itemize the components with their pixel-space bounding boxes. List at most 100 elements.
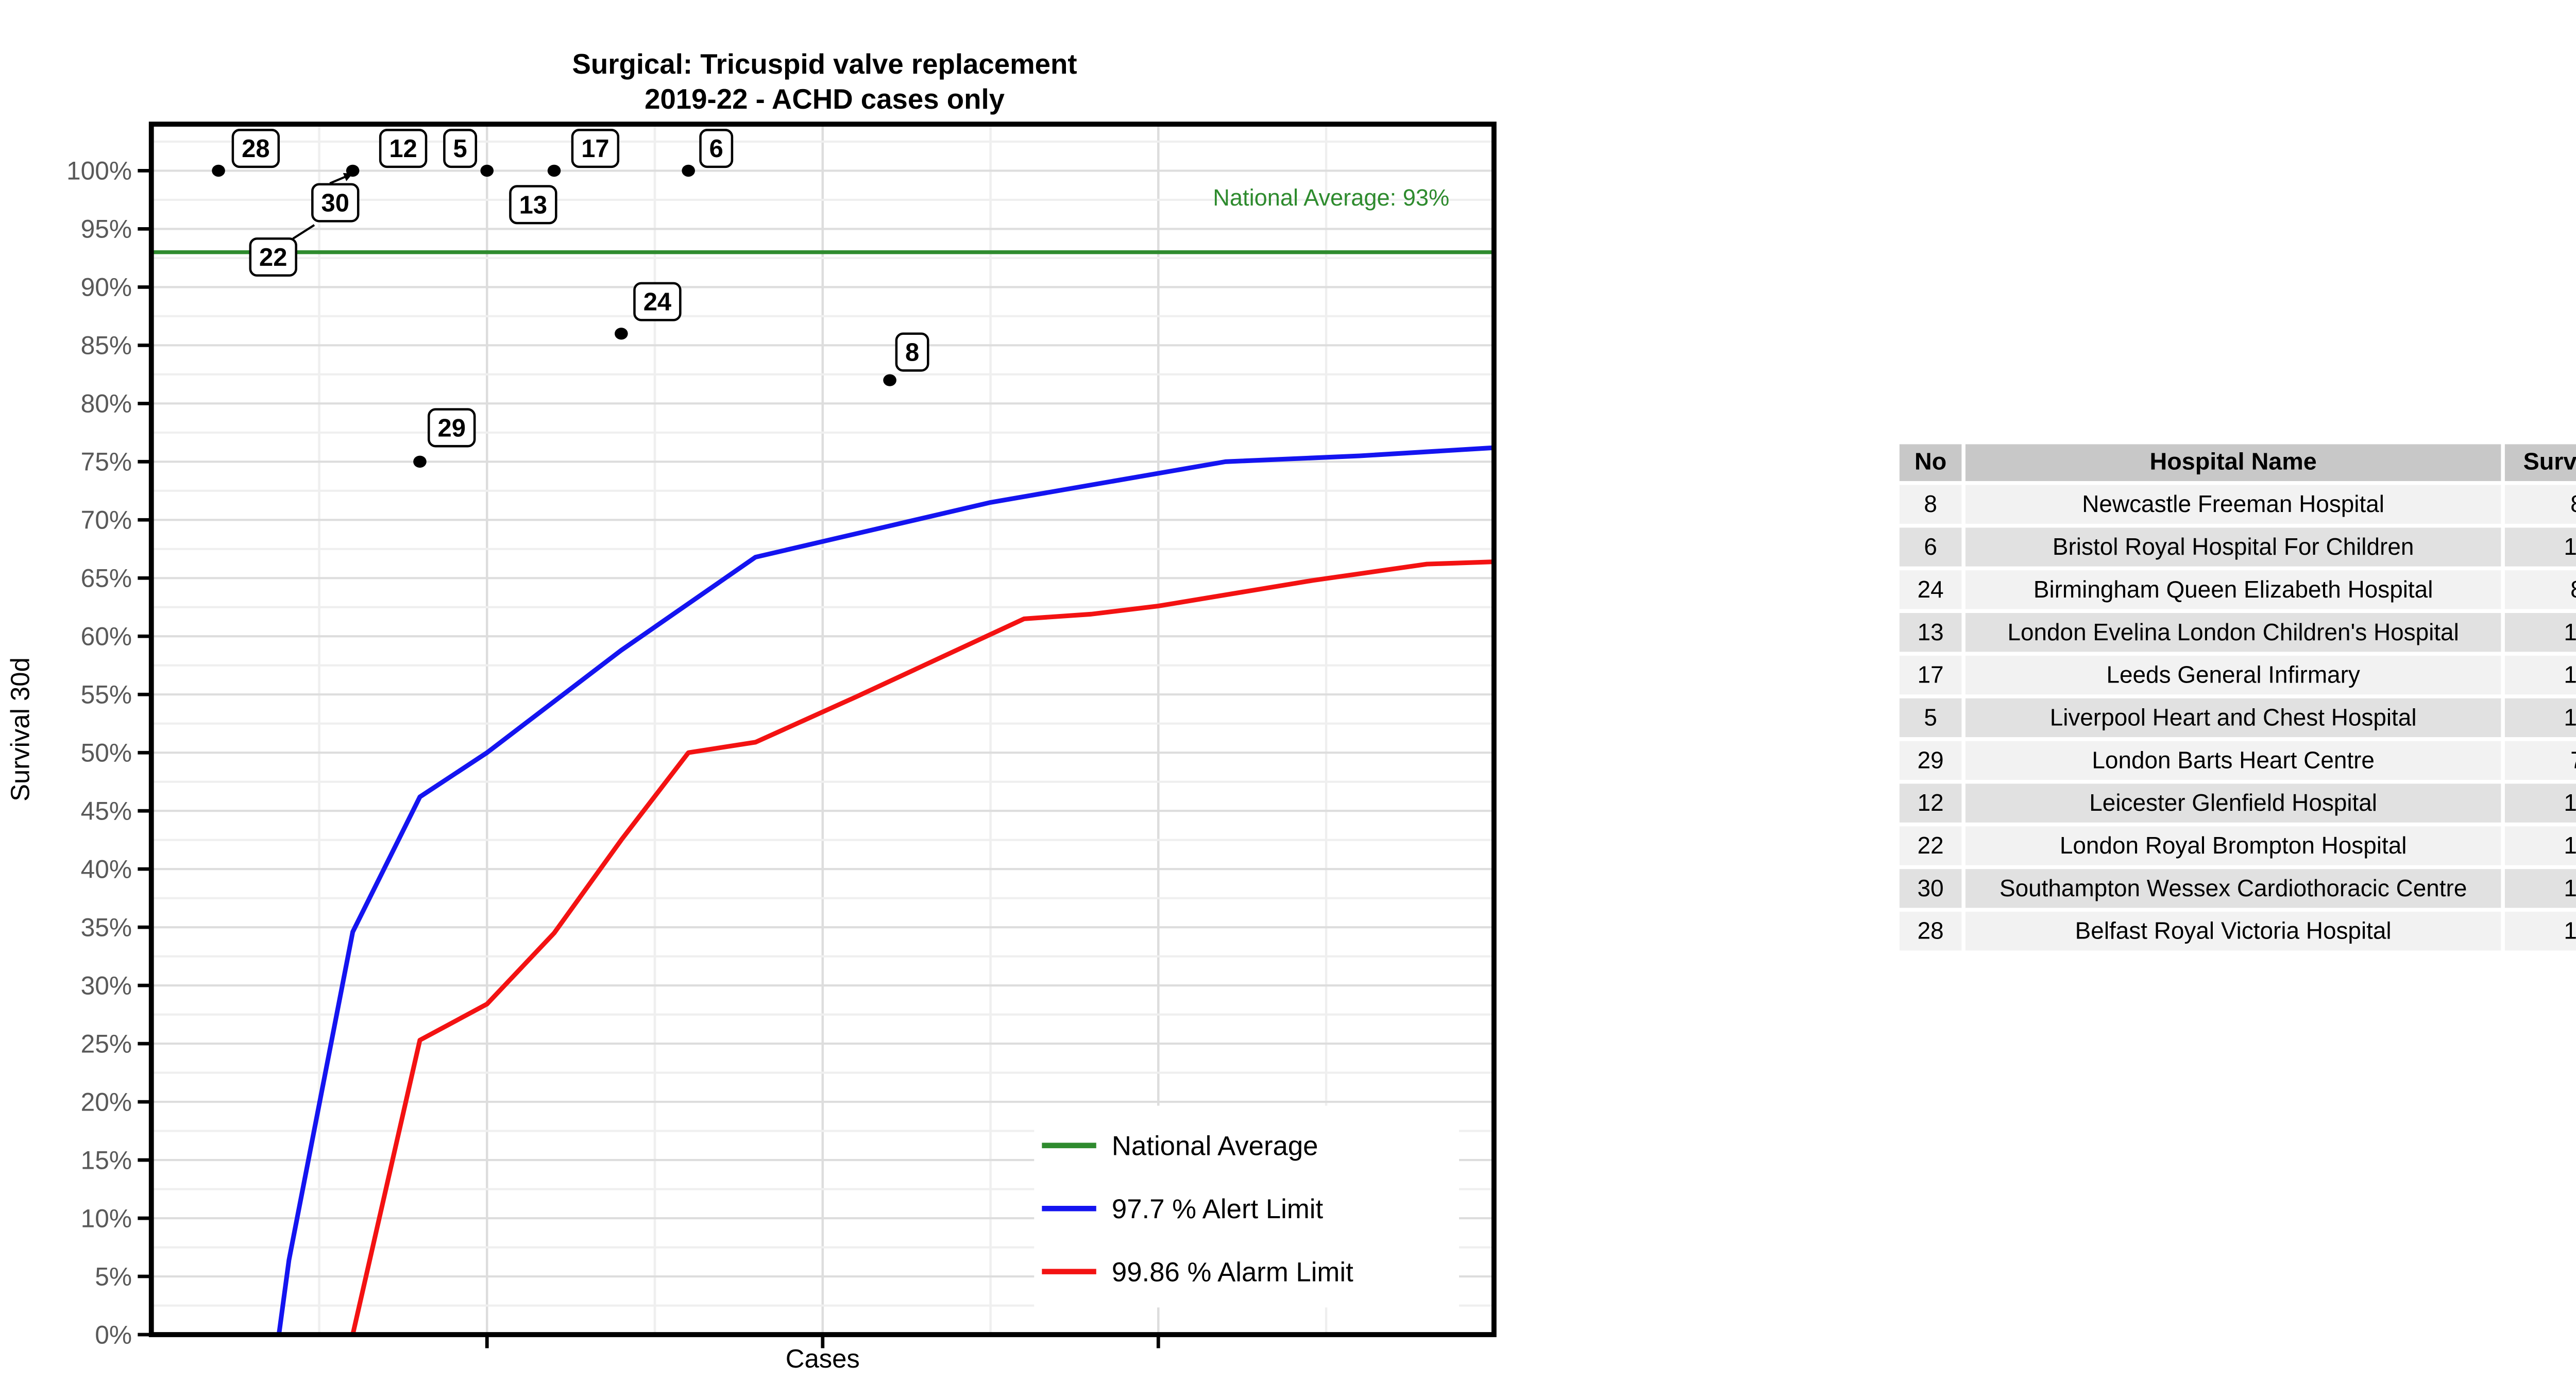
cell-hospital: Leicester Glenfield Hospital — [1965, 783, 2501, 823]
point-label: 5 — [453, 135, 467, 163]
survival-funnel-chart: 28 12 5 17 6 13 30 22 24 8 29 100% 95% 90% 85% 80% 75% 70… — [5, 48, 1497, 1373]
y-tick-label: 0% — [95, 1320, 132, 1349]
y-tick-label: 65% — [81, 564, 132, 593]
cell-no: 5 — [1899, 698, 1962, 738]
legend-label-national-average: National Average — [1112, 1131, 1318, 1162]
data-point — [682, 164, 695, 177]
point-label: 22 — [259, 244, 287, 271]
header-survival: Survival 30d — [2504, 444, 2576, 481]
y-tick-label: 75% — [81, 448, 132, 476]
point-label: 24 — [643, 288, 671, 316]
y-tick-label: 50% — [81, 739, 132, 767]
legend: National Average 97.7 % Alert Limit 99.8… — [1034, 1105, 1460, 1308]
point-label-box — [231, 129, 280, 168]
cell-no: 22 — [1899, 826, 1962, 865]
y-tick-label: 95% — [81, 215, 132, 244]
data-point — [480, 164, 494, 177]
chart-dynamic-layer: 28 12 5 17 6 13 30 22 24 8 29 100% 95% 90% 85% 80% 75% 70… — [66, 124, 1495, 1349]
legend-label-alarm-limit: 99.86 % Alarm Limit — [1112, 1257, 1353, 1287]
cell-no: 17 — [1899, 655, 1962, 695]
header-hospital-name: Hospital Name — [1965, 444, 2501, 481]
leader-line — [292, 224, 315, 240]
cell-hospital: London Barts Heart Centre — [1965, 741, 2501, 780]
y-tick-label: 10% — [81, 1204, 132, 1233]
y-tick-label: 90% — [81, 273, 132, 302]
point-label-box — [895, 332, 929, 372]
cell-hospital: Newcastle Freeman Hospital — [1965, 485, 2501, 524]
point-label: 13 — [519, 191, 547, 219]
cell-survival: 100% — [2504, 655, 2576, 695]
chart-title-line1: Surgical: Tricuspid valve replacement — [572, 48, 1077, 80]
cell-survival: 100% — [2504, 527, 2576, 567]
y-tick-label: 25% — [81, 1029, 132, 1058]
cell-survival: 100% — [2504, 869, 2576, 908]
y-tick-label: 5% — [95, 1262, 132, 1291]
legend-background — [1034, 1105, 1460, 1308]
y-tick-label: 55% — [81, 680, 132, 709]
header-no: No — [1899, 444, 1962, 481]
y-tick-label: 70% — [81, 506, 132, 535]
y-tick-label: 80% — [81, 389, 132, 418]
hospital-table: No Hospital Name Survival 30d 8Newcastle… — [1895, 440, 2576, 954]
y-tick-label: 60% — [81, 622, 132, 651]
cell-no: 28 — [1899, 912, 1962, 951]
point-label-box — [443, 129, 478, 168]
y-tick-label: 85% — [81, 331, 132, 360]
hospital-table-header: No Hospital Name Survival 30d — [1899, 444, 2576, 481]
point-label: 8 — [905, 338, 919, 366]
cell-no: 24 — [1899, 570, 1962, 609]
cell-survival: 100% — [2504, 912, 2576, 951]
cell-hospital: Bristol Royal Hospital For Children — [1965, 527, 2501, 567]
y-tick-label: 20% — [81, 1087, 132, 1116]
y-tick-label: 35% — [81, 913, 132, 942]
national-average-annotation: National Average: 93% — [1213, 184, 1449, 211]
cell-hospital: Belfast Royal Victoria Hospital — [1965, 912, 2501, 951]
y-tick-label: 15% — [81, 1146, 132, 1174]
cell-no: 6 — [1899, 527, 1962, 567]
plot-border — [148, 122, 1497, 1337]
cell-hospital: Liverpool Heart and Chest Hospital — [1965, 698, 2501, 738]
cell-hospital: London Royal Brompton Hospital — [1965, 826, 2501, 865]
cell-no: 8 — [1899, 485, 1962, 524]
point-label-box — [428, 408, 476, 448]
data-point — [615, 328, 628, 340]
cell-hospital: Southampton Wessex Cardiothoracic Centre — [1965, 869, 2501, 908]
legend-label-alert-limit: 97.7 % Alert Limit — [1112, 1194, 1324, 1224]
cell-survival: 86% — [2504, 570, 2576, 609]
point-label-box — [311, 183, 360, 223]
point-label-box — [699, 129, 734, 168]
cell-hospital: Leeds General Infirmary — [1965, 655, 2501, 695]
limit-curve — [350, 559, 1494, 1336]
header-row: No Hospital Name Survival 30d — [1899, 444, 2576, 481]
y-tick-label: 45% — [81, 797, 132, 826]
cell-survival: 82% — [2504, 485, 2576, 524]
point-label-box — [249, 237, 297, 277]
leader-arrowhead — [343, 173, 353, 181]
point-label: 6 — [709, 135, 723, 163]
data-point — [212, 164, 225, 177]
cell-survival: 100% — [2504, 698, 2576, 738]
y-axis-title: Survival 30d — [5, 657, 35, 801]
cell-survival: 100% — [2504, 783, 2576, 823]
point-label: 17 — [581, 135, 609, 163]
point-label-box — [509, 185, 557, 225]
data-point — [883, 374, 896, 386]
point-label: 12 — [389, 135, 417, 163]
cell-hospital: Birmingham Queen Elizabeth Hospital — [1965, 570, 2501, 609]
point-label-box — [379, 129, 428, 168]
cell-survival: 100% — [2504, 826, 2576, 865]
cell-hospital: London Evelina London Children's Hospita… — [1965, 613, 2501, 652]
data-point — [413, 455, 427, 468]
y-tick-label: 100% — [66, 157, 132, 185]
point-label: 29 — [438, 414, 466, 442]
